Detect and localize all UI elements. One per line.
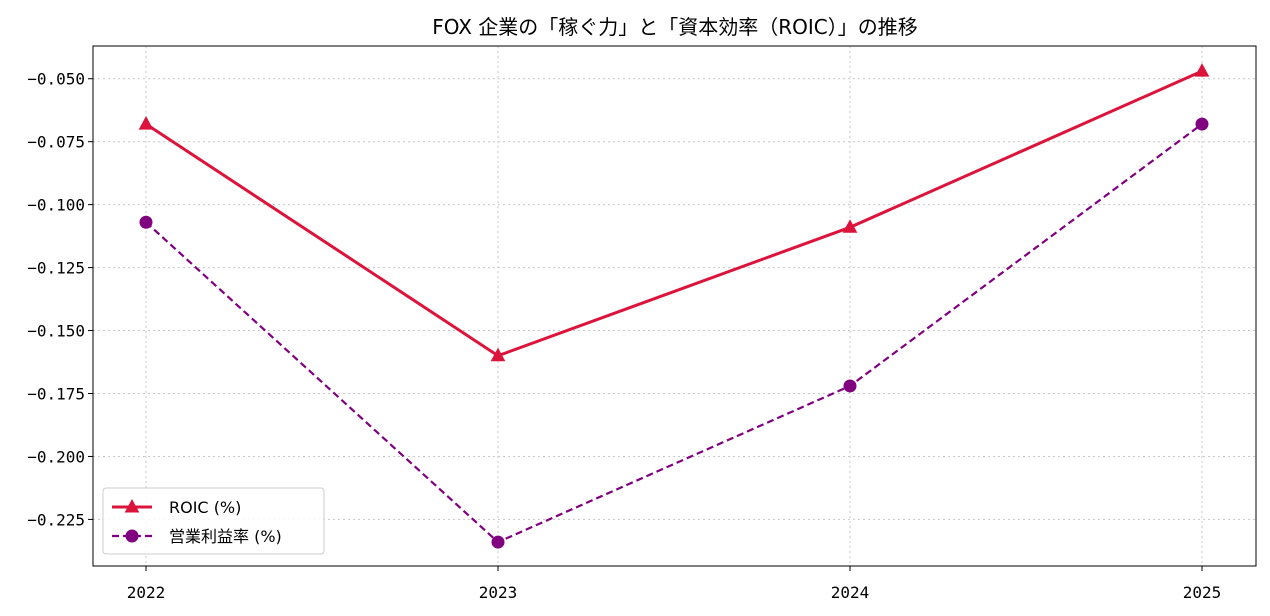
y-tick-label: −0.125	[27, 259, 85, 278]
series-line-1	[145, 69, 1203, 358]
y-tick-label: −0.175	[27, 385, 85, 404]
legend-label-2: 営業利益率 (%)	[169, 527, 282, 546]
axes: 2022 2023 2024 2025 −0.050 −0.075 −0.100 −0.125…	[27, 70, 1221, 602]
y-tick-label: −0.200	[27, 447, 85, 466]
y-tick-label: −0.150	[27, 322, 85, 341]
series-2-point	[843, 379, 857, 393]
x-tick-label: 2023	[479, 583, 518, 602]
series-1-point	[842, 219, 858, 233]
series-layer	[138, 63, 1210, 549]
legend-marker-2	[125, 529, 139, 543]
chart-title: FOX 企業の「稼ぐ力」と「資本効率（ROIC）」の推移	[432, 15, 918, 39]
series-1-point	[138, 116, 154, 130]
series-2-point	[1195, 117, 1209, 131]
y-tick-label: −0.050	[27, 70, 85, 89]
grid-lines	[93, 46, 1256, 566]
x-tick-label: 2024	[831, 583, 870, 602]
series-line-2	[145, 123, 1203, 544]
y-tick-label: −0.100	[27, 196, 85, 215]
y-tick-label: −0.075	[27, 133, 85, 152]
x-tick-label: 2022	[127, 583, 166, 602]
plot-area-frame	[92, 45, 1257, 567]
x-tick-label: 2025	[1183, 583, 1222, 602]
series-1-point	[1194, 63, 1210, 77]
legend-marker-1	[124, 498, 140, 513]
legend: ROIC (%) 営業利益率 (%)	[102, 487, 325, 555]
legend-label-1: ROIC (%)	[169, 498, 241, 517]
series-2-point	[139, 215, 153, 229]
y-tick-label: −0.225	[27, 510, 85, 529]
series-2-point	[491, 535, 505, 549]
series-1-point	[490, 347, 506, 362]
legend-box	[102, 487, 325, 555]
